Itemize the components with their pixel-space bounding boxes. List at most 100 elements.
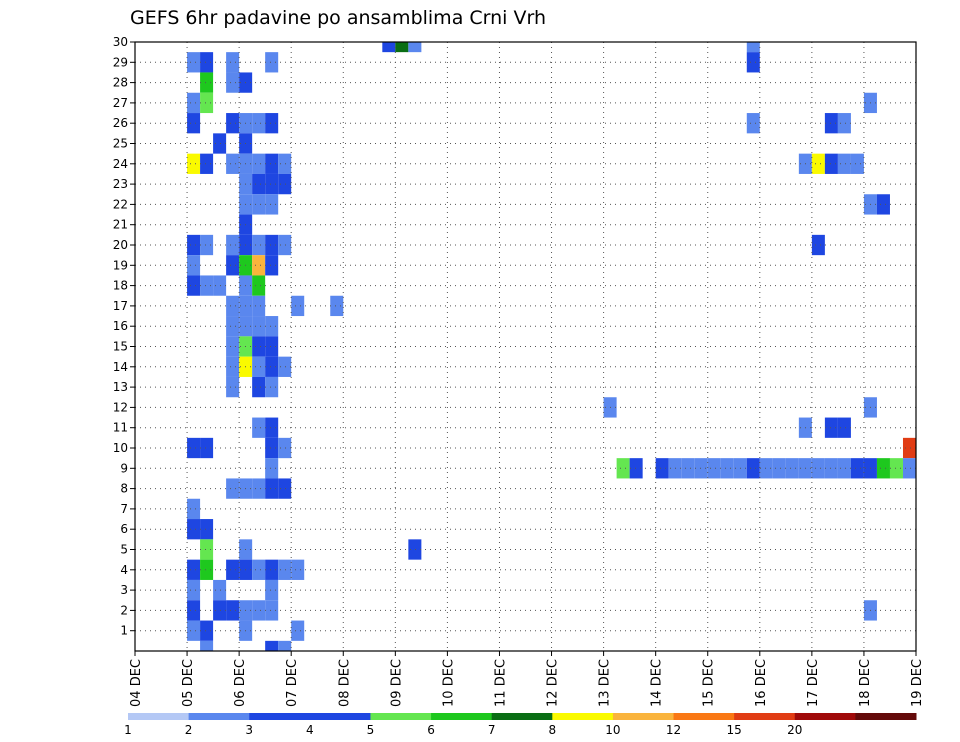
precip-cell	[252, 316, 266, 337]
precip-cell	[278, 559, 292, 580]
precip-cell	[252, 376, 266, 398]
y-tick-label: 23	[113, 177, 128, 191]
precip-cell	[187, 620, 201, 641]
y-tick-label: 1	[120, 624, 128, 638]
y-tick-label: 5	[120, 543, 128, 557]
y-tick-label: 11	[113, 421, 128, 435]
precip-cell	[200, 153, 214, 174]
precip-cell	[824, 113, 838, 134]
x-tick-label: 11 DEC	[493, 659, 508, 707]
precip-cell	[291, 295, 305, 317]
precip-cell	[837, 113, 851, 134]
precip-cell	[837, 153, 851, 174]
legend-swatch	[552, 713, 614, 720]
precip-cell	[746, 458, 760, 479]
chart-title: GEFS 6hr padavine po ansamblima Crni Vrh	[130, 7, 546, 29]
precip-cell	[213, 579, 227, 601]
precip-cell	[252, 478, 266, 499]
precip-cell	[824, 153, 838, 174]
precip-cell	[200, 92, 214, 114]
precip-cell	[265, 153, 279, 174]
y-tick-label: 29	[113, 55, 128, 69]
precip-cell	[265, 316, 279, 337]
precip-cell	[187, 559, 201, 580]
precip-cell	[824, 458, 838, 479]
precip-cell	[252, 234, 266, 256]
precip-cell	[252, 173, 266, 195]
precip-cell	[876, 194, 890, 215]
x-tick-label: 09 DEC	[389, 659, 404, 707]
y-tick-label: 24	[113, 157, 128, 171]
precip-cell	[265, 640, 279, 651]
x-tick-label: 18 DEC	[858, 659, 873, 707]
legend-label: 5	[367, 723, 375, 737]
y-tick-label: 15	[113, 340, 128, 354]
precip-cell	[265, 559, 279, 580]
legend-swatch	[188, 713, 250, 720]
precip-cell	[837, 458, 851, 479]
precip-cell	[850, 458, 864, 479]
precip-cell	[200, 539, 214, 560]
precip-cell	[265, 336, 279, 357]
precip-cell	[629, 458, 643, 479]
legend-swatch	[431, 713, 493, 720]
precip-cell	[408, 539, 422, 560]
precip-cell	[408, 42, 422, 53]
precip-cell	[291, 559, 305, 580]
precip-cell	[265, 458, 279, 479]
precip-cell	[265, 478, 279, 499]
precip-cell	[278, 153, 292, 174]
precip-cell	[187, 153, 201, 174]
y-tick-label: 30	[113, 35, 128, 49]
precip-cell	[265, 600, 279, 621]
x-tick-label: 05 DEC	[181, 659, 196, 707]
grid-lines	[135, 42, 916, 651]
precip-cell	[616, 458, 630, 479]
precip-cell	[850, 153, 864, 174]
y-axis: 1234567891011121314151617181920212223242…	[113, 35, 135, 638]
precip-cell	[213, 133, 227, 154]
precip-cell	[200, 620, 214, 641]
precip-cell	[252, 356, 266, 377]
y-tick-label: 13	[113, 380, 128, 394]
precip-cell	[902, 458, 916, 479]
x-tick-label: 10 DEC	[441, 659, 456, 707]
precip-cell	[265, 173, 279, 195]
precip-cell	[252, 559, 266, 580]
y-tick-label: 7	[120, 502, 128, 516]
precip-cell	[395, 42, 409, 53]
precip-cell	[746, 113, 760, 134]
y-tick-label: 12	[113, 400, 128, 414]
precip-cell	[837, 417, 851, 438]
precip-cell	[252, 113, 266, 134]
x-tick-label: 08 DEC	[337, 659, 352, 707]
legend-label: 1	[124, 723, 132, 737]
precip-cell	[226, 255, 240, 276]
precip-cell	[720, 458, 734, 479]
precip-cell	[278, 234, 292, 256]
precip-cell	[252, 600, 266, 621]
precip-cell	[265, 376, 279, 398]
precip-cell	[876, 458, 890, 479]
precip-cell	[252, 417, 266, 438]
y-tick-label: 20	[113, 238, 128, 252]
x-tick-label: 17 DEC	[806, 659, 821, 707]
legend-swatch	[673, 713, 735, 720]
legend-label: 2	[185, 723, 193, 737]
precip-cell	[694, 458, 708, 479]
legend-swatch	[128, 713, 190, 720]
y-tick-label: 8	[120, 482, 128, 496]
legend-swatch	[855, 713, 917, 720]
precip-cell	[200, 559, 214, 580]
precip-cell	[265, 356, 279, 377]
y-tick-label: 17	[113, 299, 128, 313]
legend-label: 12	[666, 723, 681, 737]
precip-cell	[226, 559, 240, 580]
y-tick-label: 9	[120, 461, 128, 475]
precip-cell	[824, 417, 838, 438]
legend-swatch	[249, 713, 311, 720]
precip-cell	[252, 153, 266, 174]
precip-cell	[226, 600, 240, 621]
precip-cell	[187, 498, 201, 520]
y-tick-label: 4	[120, 563, 128, 577]
